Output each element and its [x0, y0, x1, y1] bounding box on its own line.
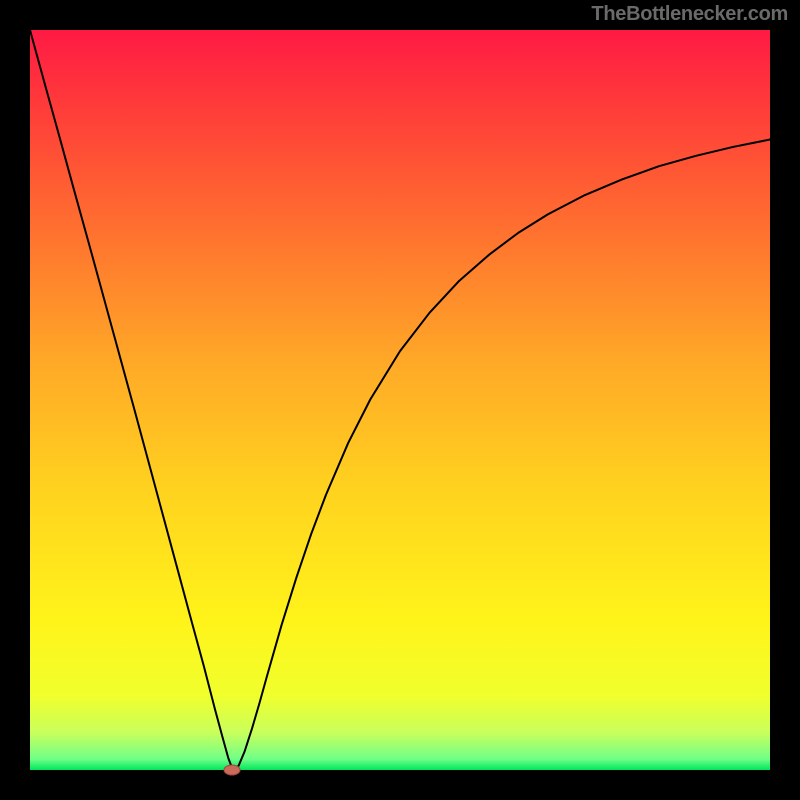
bottleneck-chart [0, 0, 800, 800]
chart-plot-area [30, 30, 770, 770]
optimum-marker [224, 765, 240, 775]
chart-container: TheBottlenecker.com [0, 0, 800, 800]
